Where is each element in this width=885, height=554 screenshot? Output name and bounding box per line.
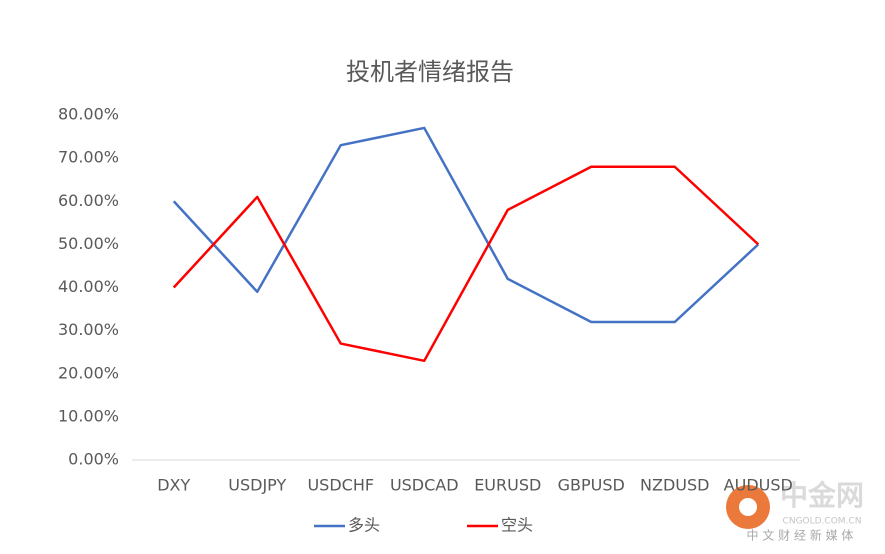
watermark: 中金网 CNGOLD.COM.CN 中 文 财 经 新 媒 体 xyxy=(726,479,864,543)
x-tick-label: NZDUSD xyxy=(640,476,709,495)
y-tick-label: 80.00% xyxy=(58,105,119,124)
watermark-tagline: 中 文 财 经 新 媒 体 xyxy=(747,528,854,543)
y-tick-label: 20.00% xyxy=(58,363,119,382)
y-tick-label: 0.00% xyxy=(68,450,119,469)
chart-title: 投机者情绪报告 xyxy=(346,58,514,86)
y-tick-label: 10.00% xyxy=(58,406,119,425)
x-tick-label: AUDUSD xyxy=(724,476,793,495)
legend-label: 多头 xyxy=(348,516,380,535)
series-line xyxy=(172,126,760,324)
x-tick-label: DXY xyxy=(157,476,190,495)
x-tick-label: USDCHF xyxy=(307,476,374,495)
watermark-name: 中金网 xyxy=(780,479,864,512)
watermark-logo-inner xyxy=(739,498,757,516)
x-tick-label: EURUSD xyxy=(474,476,541,495)
y-tick-label: 60.00% xyxy=(58,191,119,210)
watermark-url: CNGOLD.COM.CN xyxy=(783,517,862,527)
y-tick-label: 30.00% xyxy=(58,320,119,339)
x-tick-label: USDCAD xyxy=(390,476,459,495)
y-tick-label: 40.00% xyxy=(58,277,119,296)
series-line xyxy=(172,165,760,363)
x-tick-label: USDJPY xyxy=(228,476,286,495)
y-tick-label: 50.00% xyxy=(58,234,119,253)
x-tick-label: GBPUSD xyxy=(558,476,625,495)
y-tick-label: 70.00% xyxy=(58,148,119,167)
legend-label: 空头 xyxy=(501,516,533,535)
